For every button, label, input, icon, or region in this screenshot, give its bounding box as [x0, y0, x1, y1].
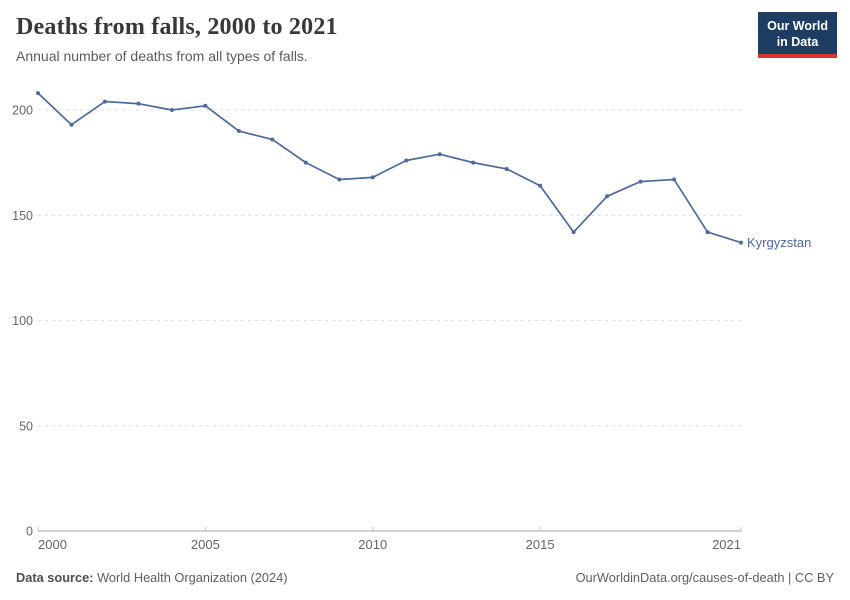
data-point[interactable] [571, 230, 576, 235]
owid-logo-line1: Our World [767, 19, 828, 33]
y-tick-label: 200 [12, 104, 33, 118]
data-line[interactable] [37, 92, 742, 244]
data-source-value: World Health Organization (2024) [93, 570, 288, 585]
x-tick-label: 2021 [712, 537, 741, 552]
data-point[interactable] [203, 103, 208, 108]
y-tick-label: 150 [12, 209, 33, 223]
data-point[interactable] [169, 108, 174, 112]
x-tick-label: 2010 [358, 537, 387, 552]
y-tick-label: 100 [12, 314, 33, 328]
data-point[interactable] [437, 152, 442, 157]
owid-logo[interactable]: Our World in Data [758, 12, 837, 58]
data-source-label: Data source: [16, 570, 94, 585]
chart-svg: 0 50 100 150 200 2000 2005 2010 2015 2021 Kyrgyzst… [12, 91, 811, 552]
chart-footer: Data source: World Health Organization (… [16, 570, 834, 585]
data-point[interactable] [69, 122, 74, 127]
x-tick-label: 2015 [526, 537, 555, 552]
data-point[interactable] [504, 166, 509, 171]
data-point[interactable] [337, 177, 342, 182]
data-point[interactable] [672, 177, 677, 182]
y-tick-label: 50 [19, 419, 33, 433]
data-point[interactable] [471, 160, 476, 165]
x-tick-label: 2000 [38, 537, 67, 552]
data-point[interactable] [36, 91, 40, 96]
data-point[interactable] [236, 129, 241, 134]
data-point[interactable] [739, 240, 743, 245]
x-tick-label: 2005 [191, 537, 220, 552]
credit-link[interactable]: OurWorldinData.org/causes-of-death | CC … [575, 570, 834, 585]
data-point[interactable] [638, 179, 643, 184]
chart-subtitle: Annual number of deaths from all types o… [16, 48, 308, 64]
owid-logo-line2: in Data [776, 35, 819, 49]
data-point[interactable] [303, 160, 308, 165]
data-point[interactable] [136, 101, 141, 106]
chart-title: Deaths from falls, 2000 to 2021 [16, 14, 338, 40]
data-point[interactable] [370, 175, 375, 180]
data-point[interactable] [705, 230, 710, 235]
data-source-note: Data source: World Health Organization (… [16, 570, 287, 585]
data-point[interactable] [538, 183, 543, 188]
data-point[interactable] [270, 137, 275, 142]
series-label[interactable]: Kyrgyzstan [747, 235, 811, 250]
y-tick-label: 0 [26, 525, 33, 539]
data-point[interactable] [404, 158, 409, 163]
data-point[interactable] [102, 99, 107, 104]
chart-header: Deaths from falls, 2000 to 2021 Annual n… [16, 14, 750, 64]
data-point[interactable] [605, 194, 610, 199]
